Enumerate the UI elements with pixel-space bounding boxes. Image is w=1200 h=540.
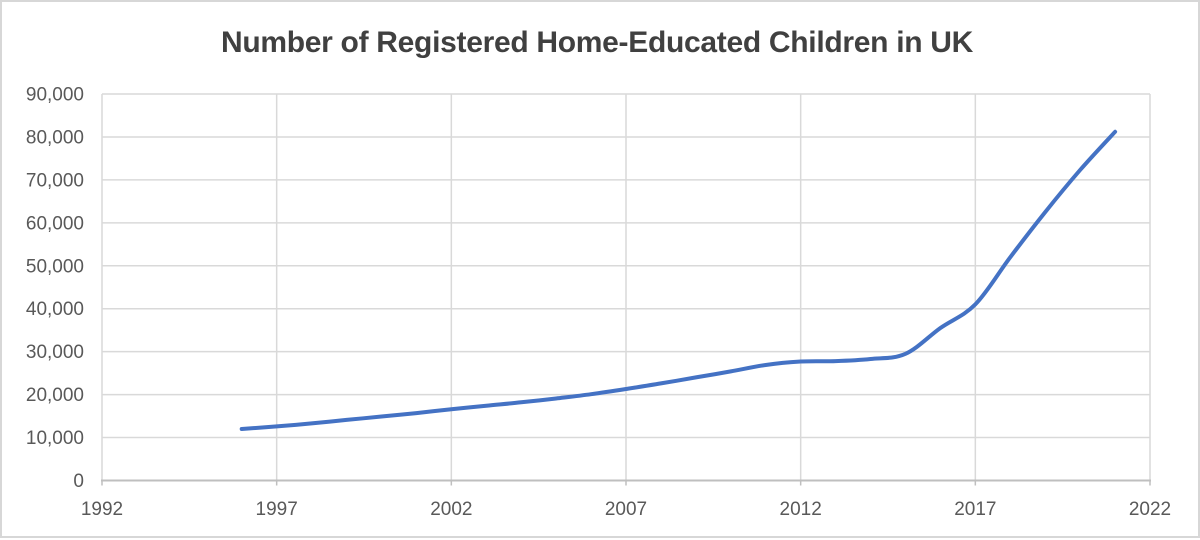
x-tick-label: 2007 — [605, 499, 647, 520]
y-tick-label: 20,000 — [26, 385, 84, 406]
chart-title: Number of Registered Home-Educated Child… — [220, 26, 974, 59]
x-axis-tick-labels: 1992 1997 2002 2007 2012 2017 2022 — [81, 499, 1171, 520]
x-tick-label: 1997 — [256, 499, 298, 520]
data-line — [239, 129, 1118, 431]
x-tick-label: 1992 — [81, 499, 123, 520]
x-tick-label: 2012 — [780, 499, 822, 520]
data-series — [239, 129, 1118, 431]
y-tick-label: 0 — [73, 471, 84, 492]
x-tick-label: 2002 — [430, 499, 472, 520]
y-tick-label: 40,000 — [26, 299, 84, 320]
y-tick-label: 70,000 — [26, 170, 84, 191]
y-tick-label: 80,000 — [26, 127, 84, 148]
x-gridlines — [101, 94, 1151, 481]
y-tick-label: 30,000 — [26, 342, 84, 363]
y-tick-label: 50,000 — [26, 256, 84, 277]
y-tick-label: 60,000 — [26, 213, 84, 234]
y-tick-label: 10,000 — [26, 428, 84, 449]
x-tick-label: 2017 — [954, 499, 996, 520]
x-tick-label: 2022 — [1129, 499, 1171, 520]
y-axis-tick-labels: 0 10,000 20,000 30,000 40,000 50,000 60,000 70,… — [26, 85, 84, 493]
y-tick-label: 90,000 — [26, 85, 84, 106]
x-axis-ticks — [101, 480, 1151, 486]
